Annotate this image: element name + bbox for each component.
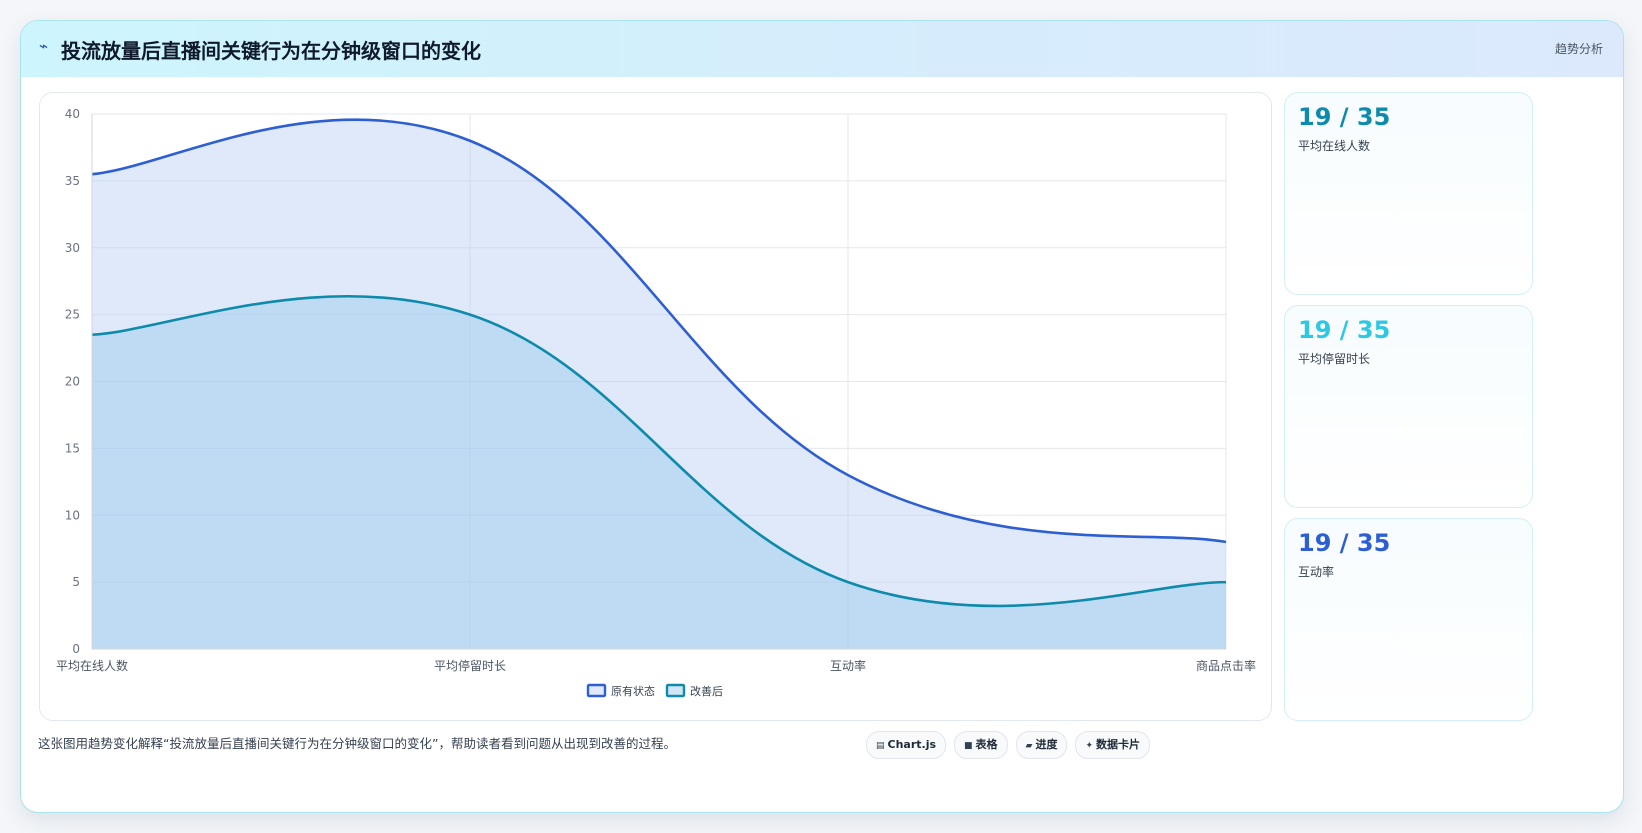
x-tick-label: 商品点击率 [1196, 658, 1256, 673]
x-tick-label: 平均停留时长 [434, 658, 506, 673]
pill-label: 进度 [1035, 738, 1058, 751]
series-line-1 [91, 295, 1227, 608]
y-tick-label: 15 [65, 441, 80, 455]
legend-swatch [665, 683, 686, 698]
pill-progress[interactable]: ▰ 进度 [1015, 731, 1068, 759]
chart-caption: 这张图用趋势变化解释“投流放量后直播间关键行为在分钟级窗口的变化”，帮助读者看到… [38, 736, 676, 751]
chart-panel: 0 5 10 15 20 25 30 35 40 平均在线人数 平均停留时长 互动率 商品点击率原有状态… [39, 92, 1272, 721]
series-area-0 [92, 119, 1226, 650]
y-tick-label: 0 [72, 642, 80, 656]
pill-label: 表格 [975, 738, 998, 751]
legend-label: 原有状态 [611, 684, 655, 698]
dashboard-card: ⌁ 投流放量后直播间关键行为在分钟级窗口的变化 趋势分析 0 5 10 15 20 25 3… [20, 20, 1624, 813]
stat-label: 平均在线人数 [1298, 139, 1371, 153]
card-header: ⌁ 投流放量后直播间关键行为在分钟级窗口的变化 趋势分析 [21, 21, 1623, 77]
y-tick-label: 20 [65, 375, 80, 389]
series-area-1 [92, 296, 1226, 649]
y-tick-label: 35 [65, 174, 80, 188]
progress-icon: ▰ [1025, 741, 1033, 751]
page-title: 投流放量后直播间关键行为在分钟级窗口的变化 [61, 39, 481, 63]
stat-value: 19 / 35 [1298, 103, 1391, 131]
stat-label: 平均停留时长 [1298, 352, 1371, 366]
y-tick-label: 40 [65, 107, 80, 121]
stat-value: 19 / 35 [1298, 316, 1391, 344]
legend-label: 改善后 [690, 684, 723, 698]
series-line-0 [91, 118, 1227, 544]
sparkle-icon: ✦ [1085, 741, 1094, 751]
legend-swatch [586, 683, 607, 698]
y-tick-label: 10 [65, 508, 80, 522]
stat-label: 互动率 [1298, 565, 1335, 579]
y-tick-label: 5 [72, 575, 80, 589]
pill-chartjs[interactable]: ▤ Chart.js [866, 731, 947, 759]
lightning-icon: ⌁ [39, 37, 49, 55]
y-tick-label: 25 [65, 308, 80, 322]
stat-card-interaction: 19 / 35 互动率 [1284, 518, 1533, 721]
chart-icon: ▤ [876, 741, 885, 751]
pill-label: Chart.js [887, 738, 937, 751]
stat-card-dwell: 19 / 35 平均停留时长 [1284, 305, 1533, 508]
x-tick-label: 平均在线人数 [56, 658, 128, 673]
stat-card-online: 19 / 35 平均在线人数 [1284, 92, 1533, 295]
pill-table[interactable]: ■ 表格 [954, 731, 1008, 759]
y-tick-label: 30 [65, 241, 80, 255]
tag-pills: ▤ Chart.js ■ 表格 ▰ 进度 ✦ 数据卡片 [866, 731, 1151, 759]
area-chart: 0 5 10 15 20 25 30 35 40 平均在线人数 平均停留时长 互动率 商品点击率原有状态… [56, 107, 1256, 698]
pill-data-cards[interactable]: ✦ 数据卡片 [1075, 731, 1151, 759]
pill-label: 数据卡片 [1096, 738, 1141, 751]
x-tick-label: 互动率 [830, 658, 866, 673]
chart-type-tag: 趋势分析 [1554, 42, 1603, 56]
table-icon: ■ [964, 741, 973, 751]
stat-value: 19 / 35 [1298, 529, 1391, 557]
